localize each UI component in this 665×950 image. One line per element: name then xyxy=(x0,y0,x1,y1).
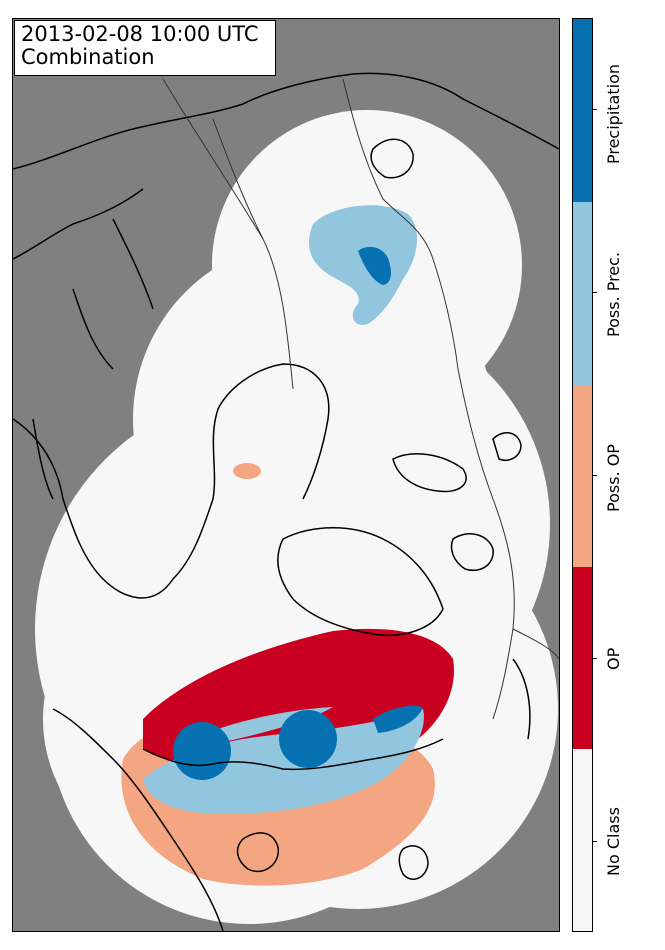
colorbar-label-poss-op: Poss. OP xyxy=(604,444,623,512)
echo-poss-op-center xyxy=(233,463,261,479)
product-label: Combination xyxy=(21,45,155,69)
colorbar-segment-poss-prec xyxy=(573,202,592,385)
timestamp-label: 2013-02-08 10:00 UTC xyxy=(21,22,259,46)
colorbar-tick xyxy=(593,841,597,842)
colorbar-tick xyxy=(593,292,597,293)
colorbar-label-poss-prec: Poss. Prec. xyxy=(604,251,623,337)
map-title-box: 2013-02-08 10:00 UTC Combination xyxy=(14,20,276,76)
map-canvas xyxy=(13,72,559,931)
colorbar-label-op: OP xyxy=(604,647,623,670)
colorbar-label-no-class: No Class xyxy=(604,807,623,876)
colorbar-segment-op xyxy=(573,567,592,749)
colorbar-tick xyxy=(593,475,597,476)
national-borders xyxy=(162,78,559,720)
colorbar-label-precipitation: Precipitation xyxy=(604,63,623,164)
echo-precipitation-north xyxy=(358,246,391,285)
coastline xyxy=(13,72,559,931)
colorbar xyxy=(572,18,593,932)
colorbar-segment-precipitation xyxy=(573,19,592,202)
colorbar-tick xyxy=(593,658,597,659)
echo-precipitation-south xyxy=(173,705,423,780)
radar-map[interactable] xyxy=(12,18,560,932)
echo-poss-prec-north xyxy=(308,205,418,325)
colorbar-tick xyxy=(593,109,597,110)
colorbar-segment-poss-op xyxy=(573,385,592,567)
colorbar-segment-no-class xyxy=(573,749,592,931)
